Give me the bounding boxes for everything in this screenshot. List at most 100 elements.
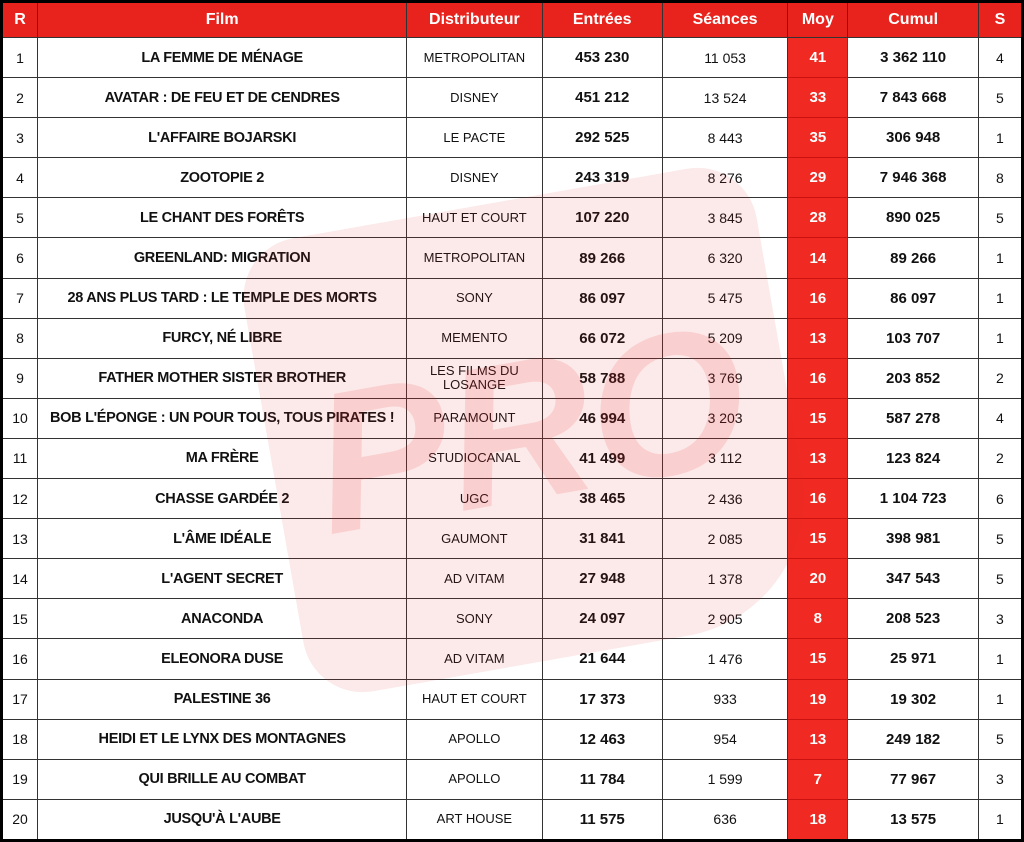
film-title: AVATAR : DE FEU ET DE CENDRES [37, 77, 408, 119]
screenings: 1 476 [661, 638, 789, 680]
admissions: 46 994 [541, 397, 663, 439]
cumulative: 7 946 368 [847, 157, 979, 199]
table-row: 14 L'AGENT SECRET AD VITAM 27 948 1 378 20 347… [0, 558, 1024, 600]
film-title: BOB L'ÉPONGE : UN POUR TOUS, TOUS PIRATE… [37, 397, 408, 439]
table-row: 5 LE CHANT DES FORÊTS HAUT ET COURT 107 220… [0, 197, 1024, 239]
admissions: 17 373 [541, 678, 663, 720]
rank: 19 [0, 758, 39, 800]
rank: 14 [0, 558, 39, 600]
film-title: L'AFFAIRE BOJARSKI [37, 117, 408, 159]
screenings: 636 [661, 798, 789, 842]
cumulative: 25 971 [847, 638, 979, 680]
rank: 7 [0, 277, 39, 319]
rank: 2 [0, 77, 39, 119]
film-title: FATHER MOTHER SISTER BROTHER [37, 357, 408, 399]
average: 14 [787, 237, 849, 279]
distributor: AD VITAM [406, 558, 543, 600]
cumulative: 7 843 668 [847, 77, 979, 119]
admissions: 292 525 [541, 117, 663, 159]
admissions: 41 499 [541, 437, 663, 480]
average: 35 [787, 117, 849, 159]
cumulative: 249 182 [847, 718, 979, 760]
weeks: 5 [977, 77, 1024, 119]
film-title: MA FRÈRE [37, 437, 408, 480]
cumulative: 123 824 [847, 437, 979, 480]
admissions: 27 948 [541, 558, 663, 600]
rank: 18 [0, 718, 39, 760]
average: 16 [787, 277, 849, 319]
weeks: 3 [977, 758, 1024, 800]
screenings: 8 443 [661, 117, 789, 159]
film-title: 28 ANS PLUS TARD : LE TEMPLE DES MORTS [37, 277, 408, 319]
film-title: ELEONORA DUSE [37, 638, 408, 680]
rank: 17 [0, 678, 39, 720]
screenings: 1 599 [661, 758, 789, 800]
weeks: 1 [977, 317, 1024, 359]
average: 20 [787, 558, 849, 600]
table-row: 15 ANACONDA SONY 24 097 2 905 8 208 523 3 [0, 598, 1024, 640]
cumulative: 103 707 [847, 317, 979, 359]
weeks: 5 [977, 197, 1024, 239]
table-row: 20 JUSQU'À L'AUBE ART HOUSE 11 575 636 18 13 5… [0, 798, 1024, 842]
column-header: R [0, 1, 39, 38]
screenings: 8 276 [661, 157, 789, 199]
admissions: 12 463 [541, 718, 663, 760]
column-header: Distributeur [406, 1, 543, 38]
rank: 9 [0, 357, 39, 399]
weeks: 1 [977, 277, 1024, 319]
rank: 10 [0, 397, 39, 439]
table-row: 8 FURCY, NÉ LIBRE MEMENTO 66 072 5 209 13 103 … [0, 317, 1024, 359]
average: 15 [787, 638, 849, 680]
cumulative: 890 025 [847, 197, 979, 239]
distributor: METROPOLITAN [406, 237, 543, 279]
table-row: 17 PALESTINE 36 HAUT ET COURT 17 373 933 19 19… [0, 678, 1024, 720]
average: 33 [787, 77, 849, 119]
screenings: 2 085 [661, 518, 789, 560]
admissions: 66 072 [541, 317, 663, 359]
admissions: 11 575 [541, 798, 663, 842]
weeks: 5 [977, 718, 1024, 760]
cumulative: 3 362 110 [847, 36, 979, 79]
distributor: DISNEY [406, 77, 543, 119]
admissions: 453 230 [541, 36, 663, 79]
cumulative: 203 852 [847, 357, 979, 399]
average: 28 [787, 197, 849, 239]
average: 13 [787, 317, 849, 359]
column-header: Séances [661, 1, 789, 38]
average: 7 [787, 758, 849, 800]
distributor: ART HOUSE [406, 798, 543, 842]
admissions: 24 097 [541, 598, 663, 640]
average: 13 [787, 437, 849, 480]
admissions: 58 788 [541, 357, 663, 399]
film-title: GREENLAND: MIGRATION [37, 237, 408, 279]
table-row: 2 AVATAR : DE FEU ET DE CENDRES DISNEY 451 … [0, 77, 1024, 119]
column-header: Moy [787, 1, 849, 38]
weeks: 5 [977, 518, 1024, 560]
screenings: 13 524 [661, 77, 789, 119]
distributor: SONY [406, 598, 543, 640]
table-row: 11 MA FRÈRE STUDIOCANAL 41 499 3 112 13 123 82… [0, 437, 1024, 480]
rank: 12 [0, 478, 39, 520]
admissions: 243 319 [541, 157, 663, 199]
average: 15 [787, 397, 849, 439]
screenings: 5 209 [661, 317, 789, 359]
table-row: 10 BOB L'ÉPONGE : UN POUR TOUS, TOUS PIRA… [0, 397, 1024, 439]
distributor: LE PACTE [406, 117, 543, 159]
weeks: 6 [977, 478, 1024, 520]
column-header: S [977, 1, 1024, 38]
distributor: GAUMONT [406, 518, 543, 560]
cumulative: 13 575 [847, 798, 979, 842]
screenings: 3 845 [661, 197, 789, 239]
distributor: UGC [406, 478, 543, 520]
rank: 16 [0, 638, 39, 680]
average: 19 [787, 678, 849, 720]
weeks: 1 [977, 117, 1024, 159]
screenings: 11 053 [661, 36, 789, 79]
cumulative: 347 543 [847, 558, 979, 600]
film-title: CHASSE GARDÉE 2 [37, 478, 408, 520]
screenings: 3 112 [661, 437, 789, 480]
screenings: 2 436 [661, 478, 789, 520]
rank: 3 [0, 117, 39, 159]
distributor: METROPOLITAN [406, 36, 543, 79]
